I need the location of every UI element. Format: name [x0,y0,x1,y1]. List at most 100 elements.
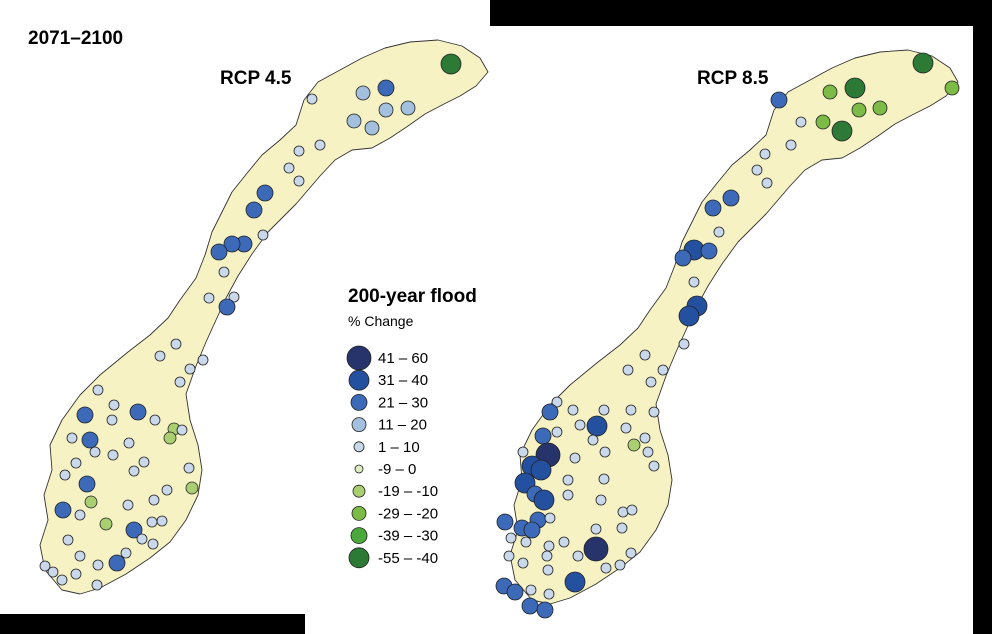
station-marker [688,276,700,288]
legend-symbol [348,547,370,569]
station-marker [218,298,236,316]
station-marker [163,431,177,445]
station-marker [622,364,634,376]
station-marker [76,406,94,424]
station-marker [586,415,608,437]
station-marker [648,406,660,418]
legend-label: -29 – -20 [378,505,438,522]
station-marker [70,568,82,580]
station-marker [523,521,541,539]
station-marker [822,84,838,100]
station-marker [521,597,539,615]
station-marker [54,501,72,519]
station-marker [147,538,159,550]
station-marker [872,100,888,116]
station-marker [377,79,395,97]
station-marker [223,235,241,253]
station-marker [138,456,150,468]
station-marker [136,533,148,545]
legend-symbol [348,369,370,391]
station-marker [228,291,240,303]
legend-label: 11 – 20 [378,417,427,434]
station-marker [551,396,563,408]
station-marker [587,434,599,446]
station-marker [129,403,147,421]
norway-landmass-rcp85 [509,49,959,605]
station-marker [625,404,637,416]
station-marker [355,85,371,101]
station-marker [639,432,651,444]
station-marker [551,426,563,438]
station-marker [122,499,134,511]
station-marker [146,516,158,528]
legend-subtitle: % Change [348,313,414,329]
station-marker [599,446,611,458]
station-marker [844,77,866,99]
station-marker [616,522,628,534]
station-marker [657,364,669,376]
station-marker [92,559,104,571]
station-marker [84,495,98,509]
station-marker [567,404,579,416]
station-marker [496,513,514,531]
station-marker [541,403,559,421]
station-marker [536,601,554,619]
station-marker [912,52,934,74]
station-marker [176,424,188,436]
station-marker [149,414,161,426]
legend: 200-year flood % Change 41 – 60 31 – 40 21… [346,286,477,569]
legend-symbol [353,441,365,453]
legend-symbol [354,464,364,474]
legend-label: 41 – 60 [378,350,428,367]
station-marker [543,540,555,552]
legend-symbol [350,393,368,411]
station-marker [517,557,529,569]
station-marker [542,564,554,576]
station-marker [614,559,626,571]
station-marker [569,452,581,464]
legend-title: 200-year flood [348,286,477,307]
station-marker [99,517,113,531]
station-marker [123,437,135,449]
station-marker [795,116,807,128]
station-marker [39,560,51,572]
legend-label: -9 – 0 [378,461,416,478]
station-marker [59,469,71,481]
station-marker [944,80,960,96]
station-marker [245,201,263,219]
legend-label: 1 – 10 [378,439,420,456]
station-marker [761,177,773,189]
station-marker [785,139,797,151]
station-marker [583,536,609,562]
station-marker [346,113,362,129]
station-marker [530,459,552,481]
station-marker [600,562,612,574]
station-marker [620,422,632,434]
station-marker [74,509,86,521]
station-marker [533,489,555,511]
station-marker [770,91,788,109]
station-marker [625,547,637,559]
station-marker [704,199,722,217]
station-marker [642,446,654,458]
station-marker [544,512,556,524]
station-marker [293,175,305,187]
station-marker [161,484,173,496]
station-marker [520,536,532,548]
station-marker [66,432,78,444]
station-marker [440,53,462,75]
station-marker [713,226,725,238]
legend-label: 31 – 40 [378,372,428,389]
station-marker [562,474,574,486]
station-marker [534,427,552,445]
station-marker [108,399,120,411]
station-marker [218,266,230,278]
station-marker [517,446,529,458]
station-marker [543,588,555,600]
station-marker [678,305,700,327]
station-marker [541,550,553,562]
station-marker [106,414,118,426]
station-marker [91,579,103,591]
station-marker [92,384,104,396]
